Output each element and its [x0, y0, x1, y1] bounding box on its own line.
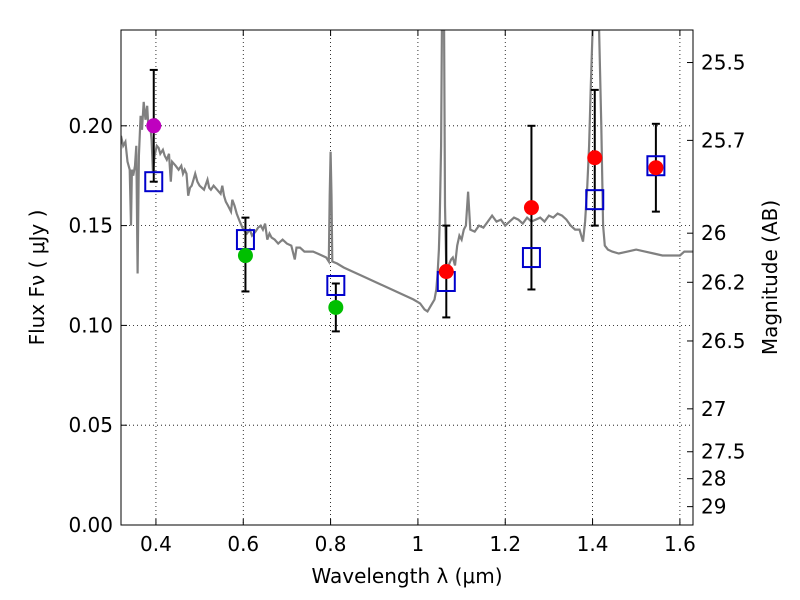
x-tick-label: 0.4	[140, 532, 172, 556]
observed-point	[648, 160, 664, 176]
right-tick-label: 28	[701, 467, 726, 491]
model-point	[326, 274, 346, 296]
right-tick-label: 26.5	[701, 329, 746, 353]
grid-lines	[121, 30, 693, 526]
x-tick-label: 1.6	[664, 532, 696, 556]
observed-points-layer	[146, 118, 664, 315]
model-point	[521, 247, 541, 269]
right-tick-label: 25.7	[701, 128, 746, 152]
right-tick-label: 27	[701, 397, 726, 421]
x-tick-label: 0.8	[315, 532, 347, 556]
x-tick-label: 1.2	[489, 532, 521, 556]
y-tick-label: 0.00	[68, 513, 113, 537]
model-points-layer	[144, 155, 666, 296]
y-tick-label: 0.10	[68, 313, 113, 337]
observed-point	[146, 118, 162, 134]
x-axis-label: Wavelength λ (μm)	[311, 564, 502, 588]
right-tick-label: 26.2	[701, 270, 746, 294]
y-tick-label: 0.15	[68, 214, 113, 238]
observed-point	[328, 299, 344, 315]
right-tick-label: 27.5	[701, 440, 746, 464]
model-point	[585, 189, 605, 211]
y-tick-label: 0.05	[68, 413, 113, 437]
plot-frame	[120, 29, 694, 526]
y-tick-label: 0.20	[68, 114, 113, 138]
x-tick-label: 0.6	[227, 532, 259, 556]
right-axis-label: Magnitude (AB)	[758, 200, 782, 355]
model-spectrum-line	[121, 30, 693, 313]
right-tick-label: 26	[701, 221, 726, 245]
observed-point	[587, 150, 603, 166]
x-tick-label: 1	[412, 532, 425, 556]
model-point	[646, 155, 666, 177]
right-tick-label: 25.5	[701, 51, 746, 75]
x-tick-label: 1.4	[577, 532, 609, 556]
observed-point	[438, 264, 454, 280]
y-axis-label: Flux Fν ( μJy )	[25, 210, 49, 346]
right-tick-label: 29	[701, 495, 726, 519]
observed-point	[523, 200, 539, 216]
axis-ticks: 0.4 0.6 0.8 1 1.2 1.4 1.6 0.00 0.05 0.10 0.15 0.20 2…	[68, 30, 746, 556]
observed-point	[237, 248, 253, 264]
model-point	[144, 171, 164, 193]
model-spectrum-layer	[121, 30, 693, 313]
